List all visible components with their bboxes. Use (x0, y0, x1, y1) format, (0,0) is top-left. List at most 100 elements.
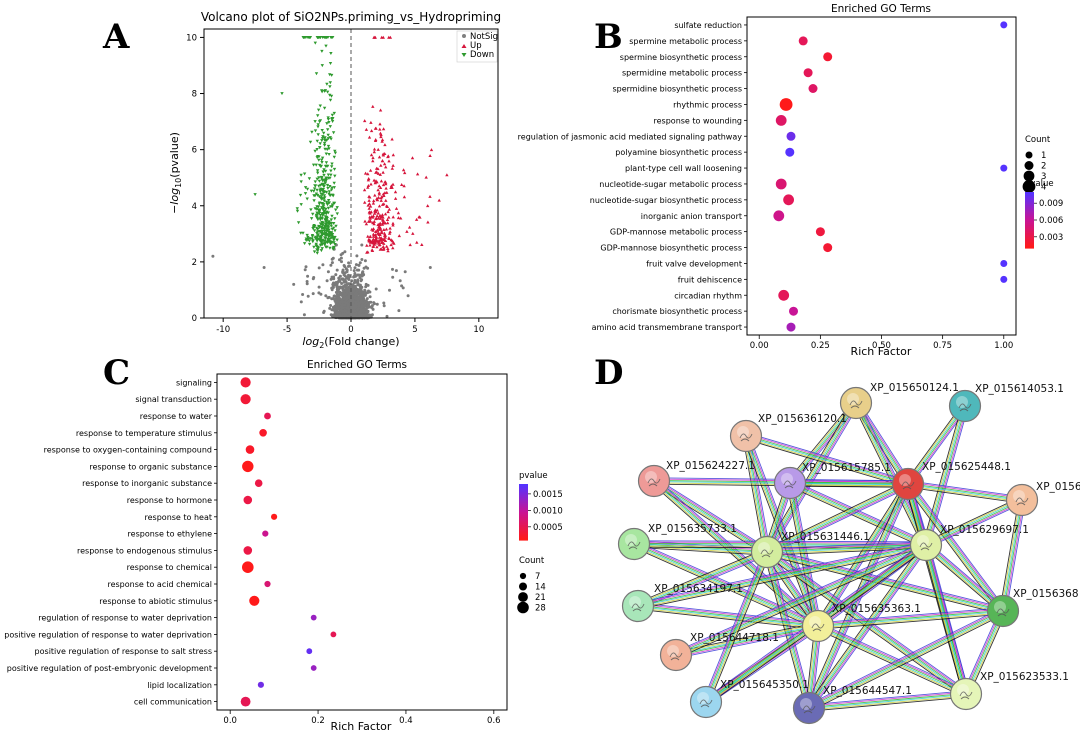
network-node[interactable]: XP_015625448.1 (891, 461, 1011, 501)
volcano-point-down (326, 221, 330, 225)
legend-notsig-label: NotSig (470, 32, 498, 42)
volcano-point-notsig (352, 269, 356, 273)
network-edge-strand (637, 606, 818, 628)
volcano-point-up (380, 159, 385, 163)
volcano-point-notsig (361, 270, 365, 274)
network-node[interactable]: XP_015635363.1 (801, 603, 921, 643)
network-edge-strand (654, 480, 768, 552)
volcano-point-down (303, 186, 308, 190)
b-category-label: spermidine biosynthetic process (612, 85, 742, 94)
volcano-point-down (321, 188, 325, 191)
volcano-point-up (382, 228, 386, 231)
network-edge-strand (809, 696, 967, 712)
network-edge-strand (791, 482, 821, 626)
volcano-point-notsig (324, 294, 328, 298)
network-node[interactable]: XP_015623533.1 (949, 671, 1069, 711)
network-node-highlight (957, 684, 969, 696)
c-category-label: signaling (176, 378, 212, 387)
volcano-point-notsig (330, 257, 334, 261)
volcano-point-down (329, 205, 333, 209)
volcano-point-notsig (375, 302, 379, 306)
network-edge-strand (637, 541, 926, 604)
volcano-point-down (305, 36, 309, 39)
network-edge-strand (925, 545, 1003, 612)
network-node[interactable]: XP_015615785.1 (773, 462, 891, 500)
volcano-point-notsig (330, 288, 334, 292)
volcano-point-notsig (359, 293, 362, 297)
network-node[interactable]: XP_015635733.1 (617, 523, 737, 561)
network-edge-strand (809, 695, 967, 711)
volcano-point-notsig (330, 261, 334, 265)
network-edge-strand (788, 485, 925, 549)
c-category-label: response to temperature stimulus (76, 429, 212, 438)
network-node[interactable]: XP_015636120.1 (729, 413, 847, 453)
volcano-point-notsig (340, 305, 343, 309)
volcano-point-up (381, 245, 385, 248)
network-node-highlight (847, 393, 859, 405)
volcano-point-notsig (355, 268, 359, 272)
volcano-point-notsig (334, 273, 338, 277)
network-edge-strand (808, 609, 1003, 708)
volcano-point-up (378, 172, 382, 176)
dotplot-c-categories: signaling signal transduction response to … (4, 378, 217, 707)
volcano-point-notsig (334, 304, 338, 308)
volcano-point-down (328, 62, 333, 65)
volcano-point-down (326, 238, 330, 241)
volcano-point-up (380, 214, 384, 218)
ppi-network: XP_015650124.1 XP_015614053.1 XP_015636120… (617, 382, 1080, 725)
volcano-point-down (330, 73, 334, 77)
network-edge-strand (810, 545, 928, 710)
c-colorbar-segment (519, 495, 528, 498)
volcano-point-down (322, 199, 326, 203)
dotplot-c-x-ticks: 0.0 0.2 0.4 0.6 (223, 710, 501, 726)
volcano-point-up (426, 204, 430, 208)
dotplot-b-x-label: Rich Factor (851, 345, 912, 358)
volcano-point-up (391, 153, 395, 157)
volcano-point-down (326, 173, 331, 177)
c-colorbar-segment (519, 536, 528, 539)
volcano-point-notsig (336, 307, 340, 311)
network-node[interactable]: XP_015624227.1 (637, 460, 755, 498)
network-edge-strand (638, 545, 927, 608)
network-node[interactable]: XP_0156368 (986, 588, 1079, 628)
network-edge-strand (637, 608, 818, 630)
volcano-y-tick-label: 6 (192, 146, 197, 156)
volcano-point-notsig (331, 283, 335, 286)
volcano-point-notsig (348, 264, 351, 268)
network-node[interactable]: XP_015614053.1 (948, 383, 1064, 423)
volcano-point-notsig (359, 309, 363, 312)
volcano-point-up (397, 234, 401, 238)
network-node[interactable]: XP_015645350.1 (689, 679, 809, 719)
volcano-point-up (408, 243, 412, 247)
volcano-point-notsig (343, 315, 347, 319)
volcano-point-notsig (317, 266, 321, 270)
volcano-point-up (389, 243, 393, 247)
b-colorbar-segment (1025, 192, 1034, 195)
network-node[interactable]: XP_015634197.1 (621, 583, 743, 623)
volcano-x-label-base: log (302, 335, 319, 348)
volcano-point-notsig (397, 309, 401, 313)
network-node[interactable]: XP_015644718.1 (659, 632, 779, 672)
c-count-legend-dot (519, 582, 527, 591)
volcano-point-down (326, 206, 331, 210)
network-edge-strand (906, 404, 964, 484)
b-colorbar-tick-label: 0.006 (1039, 216, 1063, 226)
volcano-point-down (325, 148, 329, 152)
c-colorbar-segment (519, 508, 528, 511)
volcano-point-down (325, 210, 329, 214)
network-node[interactable]: XP_015631446.1 (750, 531, 870, 569)
b-colorbar-segment (1025, 242, 1034, 245)
volcano-point-down (326, 133, 330, 137)
network-edge-strand (810, 613, 1005, 712)
network-node[interactable]: XP_015650124.1 (839, 382, 959, 420)
volcano-point-up (426, 220, 430, 224)
volcano-point-down (321, 223, 325, 227)
c-dot (271, 513, 278, 520)
b-colorbar-segment (1025, 195, 1034, 199)
volcano-point-notsig (353, 291, 357, 295)
volcano-point-notsig (306, 294, 310, 298)
c-dot (249, 595, 260, 606)
network-node[interactable]: XP_015644547.1 (792, 685, 912, 725)
network-node[interactable]: XP_0156 (1005, 481, 1080, 517)
network-node[interactable]: XP_015629697.1 (909, 524, 1029, 562)
